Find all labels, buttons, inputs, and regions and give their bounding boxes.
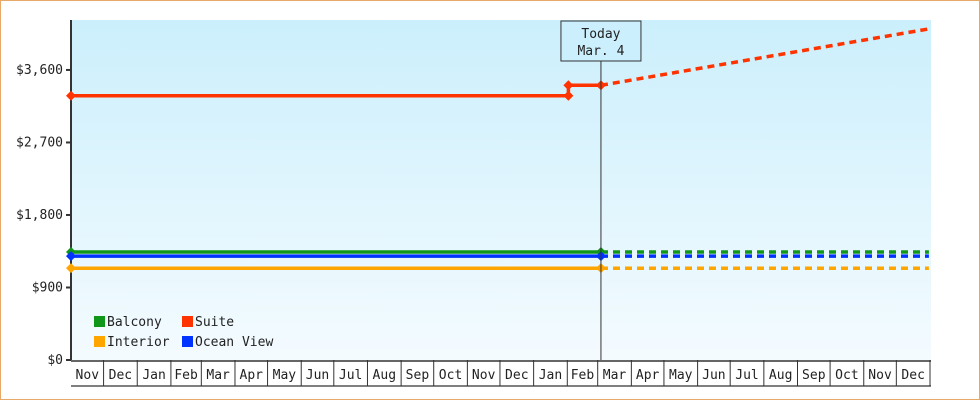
legend-label: Balcony <box>107 315 162 330</box>
x-tick-label: Mar <box>206 368 230 383</box>
x-tick-label: Apr <box>240 368 264 383</box>
data-point[interactable] <box>66 251 76 262</box>
x-tick-label: Aug <box>373 368 396 383</box>
data-point[interactable] <box>563 90 574 101</box>
data-point[interactable] <box>563 80 574 91</box>
x-tick-label: Apr <box>636 368 660 383</box>
data-point[interactable] <box>66 90 76 101</box>
data-point[interactable] <box>66 263 76 274</box>
x-tick-label: Dec <box>505 368 528 383</box>
x-tick-label: Oct <box>439 368 462 383</box>
y-tick-label: $900 <box>32 280 63 295</box>
y-tick-label: $0 <box>47 353 63 368</box>
x-tick-label: Nov <box>76 368 100 383</box>
legend-swatch <box>94 316 105 327</box>
x-tick-label: May <box>669 368 693 383</box>
forecast-line-suite <box>600 27 930 88</box>
x-tick-label: May <box>273 368 297 383</box>
x-tick-label: Jun <box>306 368 329 383</box>
series-line-suite[interactable] <box>71 83 601 98</box>
x-tick-label: Jan <box>142 368 165 383</box>
y-tick-label: $2,700 <box>16 135 63 150</box>
x-tick-label: Mar <box>603 368 627 383</box>
x-tick-label: Aug <box>769 368 792 383</box>
plot-area <box>71 20 931 360</box>
x-tick-label: Feb <box>174 368 198 383</box>
legend-swatch <box>182 336 193 347</box>
x-tick-label: Feb <box>571 368 595 383</box>
x-tick-label: Jan <box>539 368 562 383</box>
x-tick-label: Sep <box>802 368 826 383</box>
x-tick-label: Jul <box>339 368 362 383</box>
x-tick-label: Oct <box>835 368 858 383</box>
today-date: Mar. 4 <box>577 44 624 59</box>
today-label: Today <box>581 27 620 42</box>
today-callout <box>560 20 642 62</box>
x-tick-label: Jul <box>735 368 758 383</box>
legend-label: Ocean View <box>195 335 273 350</box>
x-tick-label: Nov <box>868 368 892 383</box>
y-tick-label: $3,600 <box>16 63 63 78</box>
x-tick-label: Sep <box>406 368 430 383</box>
legend-label: Interior <box>107 335 170 350</box>
y-tick-label: $1,800 <box>16 208 63 223</box>
legend-label: Suite <box>195 315 234 330</box>
x-tick-label: Dec <box>109 368 132 383</box>
legend-swatch <box>94 336 105 347</box>
x-tick-label: Nov <box>472 368 496 383</box>
x-tick-label: Jun <box>702 368 725 383</box>
x-tick-label: Dec <box>901 368 924 383</box>
legend-swatch <box>182 316 193 327</box>
